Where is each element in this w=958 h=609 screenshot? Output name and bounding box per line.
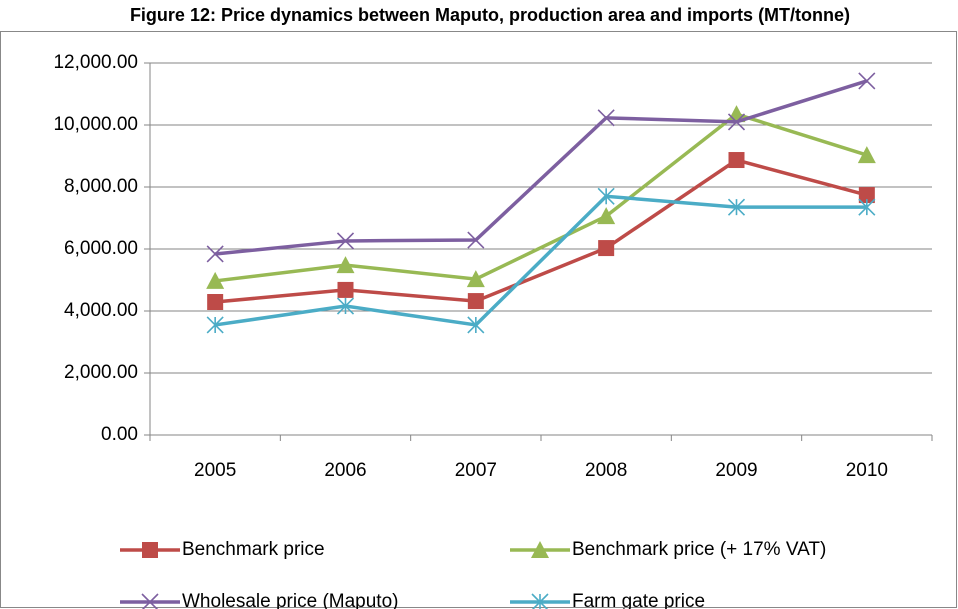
y-tick-label: 8,000.00 (64, 176, 138, 197)
legend-label: Benchmark price (+ 17% VAT) (572, 539, 826, 560)
y-tick-label: 6,000.00 (64, 238, 138, 259)
marker (207, 294, 224, 311)
marker (728, 152, 745, 169)
legend-label: Wholesale price (Maputo) (182, 591, 398, 609)
x-tick-label: 2010 (846, 460, 888, 481)
series-line (214, 194, 867, 327)
legend-marker (531, 593, 549, 609)
marker (858, 187, 875, 204)
series-line (214, 79, 868, 256)
marker (336, 232, 355, 250)
y-tick-label: 10,000.00 (53, 114, 138, 135)
marker (206, 271, 225, 289)
x-tick-label: 2005 (194, 460, 236, 481)
marker (206, 245, 224, 263)
chart-title: Figure 12: Price dynamics between Maputo… (130, 5, 850, 25)
marker (206, 316, 224, 334)
marker (597, 187, 615, 205)
series-line (215, 158, 868, 304)
marker (858, 198, 876, 216)
x-tick-label: 2008 (585, 460, 627, 481)
marker (857, 146, 876, 164)
x-tick-label: 2009 (715, 460, 757, 481)
y-tick-label: 0.00 (101, 424, 138, 445)
chart-border (0, 31, 957, 608)
marker (337, 281, 354, 298)
y-tick-label: 2,000.00 (64, 362, 138, 383)
x-tick-label: 2006 (324, 460, 366, 481)
marker (336, 256, 355, 274)
marker (727, 198, 746, 216)
marker (467, 293, 484, 310)
marker (597, 109, 615, 127)
legend-label: Benchmark price (182, 539, 325, 560)
marker (598, 240, 615, 257)
marker (597, 207, 616, 225)
marker (467, 316, 485, 334)
marker (727, 113, 746, 131)
marker (467, 231, 485, 249)
marker (336, 297, 355, 315)
y-tick-label: 12,000.00 (53, 52, 138, 73)
x-tick-label: 2007 (455, 460, 497, 481)
legend-marker (141, 593, 159, 609)
marker (858, 72, 876, 90)
series-line (214, 112, 868, 283)
y-tick-label: 4,000.00 (64, 300, 138, 321)
legend-label: Farm gate price (572, 591, 705, 609)
legend-marker (531, 541, 549, 558)
legend-marker (142, 542, 158, 558)
marker (466, 270, 485, 288)
